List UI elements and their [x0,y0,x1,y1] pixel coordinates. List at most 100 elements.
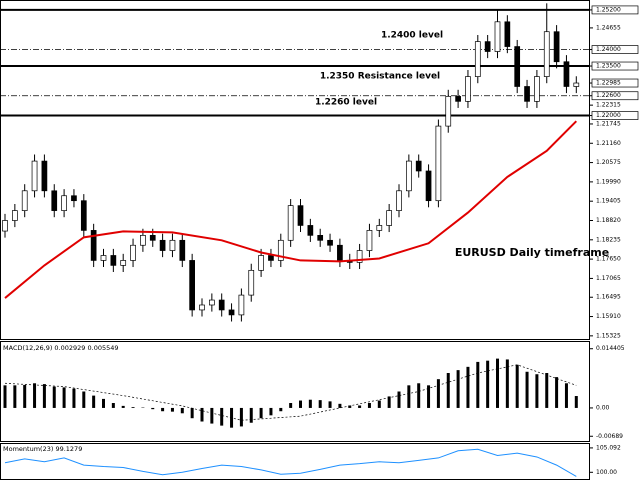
y-tick-label: -0.00689 [596,433,623,440]
candle-body [445,96,452,127]
candle-body [366,230,373,251]
candle-body [51,190,58,211]
candle-body [386,210,392,226]
candle-body [415,160,422,172]
annotation: 1.2350 Resistance level [320,72,440,82]
y-tick-label: 1.15910 [596,313,621,320]
histogram-bar [82,391,86,408]
candle-body [189,260,195,311]
y-tick-label: 1.15325 [596,332,621,339]
y-tick-label: 1.20575 [596,159,621,166]
candle-body [277,239,284,261]
candle-body [376,225,383,231]
y-tick-label: 1.24000 [596,46,621,53]
histogram-bar [239,407,243,427]
candle-body [21,190,28,211]
histogram-bar [456,370,460,408]
candle-body [474,41,481,77]
histogram-bar [151,407,155,410]
histogram-bar [348,405,352,408]
histogram-bar [358,405,362,408]
y-tick-label: 1.18235 [596,236,621,243]
y-tick-label: 1.17065 [596,275,621,282]
candle-body [514,46,521,87]
histogram-bar [338,403,342,408]
candle-body [317,235,324,241]
candle-body [218,299,225,311]
histogram-bar [328,401,332,408]
panel-title: MACD(12,26,9) 0.002929 0.005549 [3,344,119,352]
histogram-bar [417,383,421,408]
histogram-bar [200,407,204,422]
candle-body [484,41,491,52]
histogram-bar [180,407,184,414]
histogram-bar [131,407,135,408]
histogram-bar [574,396,578,408]
histogram-bar [121,405,125,408]
histogram-bar [387,396,391,408]
y-tick-label: 1.19405 [596,198,621,205]
histogram-bar [555,377,559,408]
histogram-bar [535,374,539,408]
histogram-bar [318,400,322,408]
histogram-bar [279,407,283,412]
annotation: 1.2260 level [315,98,377,108]
histogram-bar [446,373,450,408]
moving-average [4,120,578,299]
panel-title: Momentum(23) 99.1279 [3,445,82,453]
histogram-bar [161,407,165,412]
candle-body [287,205,294,241]
y-tick-label: 1.25200 [596,6,621,13]
histogram-bar [505,359,509,408]
candle-body [248,269,255,296]
momentum-line [4,448,577,477]
y-tick-label: 1.24655 [596,24,621,31]
histogram-bar [249,407,253,423]
candle-body [80,200,87,231]
y-tick-label: 105.092 [596,444,621,451]
histogram-bar [13,385,17,408]
candle-body [159,239,166,251]
histogram-bar [367,403,371,408]
y-tick-label: 1.17650 [596,256,621,263]
annotation: EURUSD Daily timeframe [455,246,609,259]
y-tick-label: 100.00 [596,469,617,476]
histogram-bar [259,407,263,419]
candle-body [140,235,146,246]
candle-body [406,160,412,192]
candle-body [327,239,333,246]
candle-body [199,304,205,311]
y-tick-label: 1.22315 [596,102,621,109]
histogram-bar [62,387,66,408]
candle-body [12,210,18,221]
candle-body [307,225,314,236]
histogram-bar [496,358,499,408]
candle-body [543,31,550,77]
y-tick-label: 0.00 [596,404,610,411]
y-tick-label: 1.16495 [596,294,621,301]
price-label-box [591,111,639,120]
histogram-bar [476,361,480,408]
histogram-bar [427,385,431,408]
histogram-bar [377,400,381,408]
histogram-bar [269,407,273,416]
macd-panel [0,341,590,442]
price-label-box [591,91,639,101]
candle-body [238,294,245,316]
y-tick-label: 1.22985 [596,80,621,87]
candle-body [100,255,107,261]
histogram-bar [407,385,411,408]
candle-body [563,61,570,87]
candle-body [31,160,38,192]
candle-body [435,125,442,202]
y-tick-label: 1.22600 [596,92,621,99]
histogram-bar [466,366,470,408]
y-tick-label: 0.014405 [596,345,625,352]
histogram-bar [545,373,549,408]
histogram-bar [299,400,302,408]
histogram-bar [515,364,519,408]
candle-body [573,82,580,87]
candle-body [425,170,432,202]
histogram-bar [33,383,37,408]
